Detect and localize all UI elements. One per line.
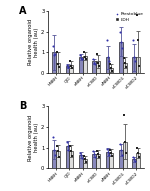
Bar	[132, 57, 136, 73]
Bar	[132, 159, 136, 168]
Y-axis label: Relative organoid
health (au): Relative organoid health (au)	[28, 114, 39, 160]
Bar	[69, 65, 73, 73]
Bar	[96, 62, 100, 73]
Bar	[123, 142, 127, 168]
Bar	[119, 150, 123, 168]
Bar	[79, 57, 83, 73]
Bar	[110, 153, 113, 168]
Text: B: B	[19, 101, 26, 111]
Bar	[56, 62, 60, 73]
Bar	[96, 154, 100, 168]
Bar	[83, 159, 87, 168]
Text: A: A	[19, 6, 27, 16]
Y-axis label: Relative organoid
health (au): Relative organoid health (au)	[28, 19, 39, 65]
Bar	[136, 153, 140, 168]
Bar	[79, 155, 83, 168]
Bar	[92, 154, 96, 168]
Bar	[106, 57, 110, 73]
Bar	[52, 150, 56, 168]
Bar	[69, 151, 73, 168]
Bar	[123, 62, 127, 73]
Bar	[66, 146, 69, 168]
Legend: Prestoblue, LDH: Prestoblue, LDH	[115, 12, 144, 22]
Bar	[83, 56, 87, 73]
Bar	[66, 66, 69, 73]
Bar	[52, 52, 56, 73]
Bar	[136, 57, 140, 73]
Bar	[119, 42, 123, 73]
Bar	[92, 62, 96, 73]
Bar	[110, 68, 113, 73]
Bar	[56, 151, 60, 168]
Bar	[106, 152, 110, 168]
